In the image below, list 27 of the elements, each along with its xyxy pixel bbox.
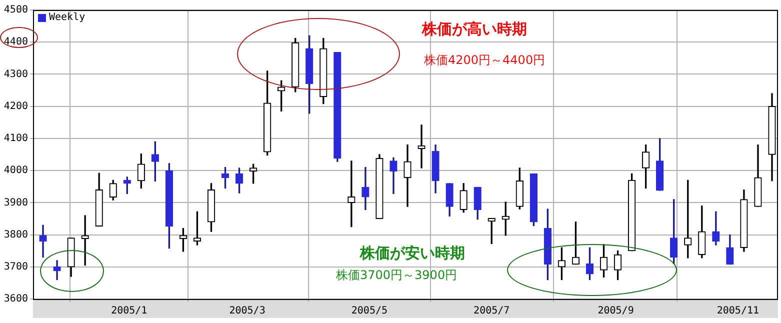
x-tick-label: 2005/3 (229, 306, 266, 317)
y-tick-label: 3800 (4, 229, 28, 240)
x-tick-label: 2005/5 (351, 306, 388, 317)
candlestick (53, 260, 61, 280)
y-tick-label: 4300 (4, 68, 28, 80)
y-tick-label: 4200 (4, 100, 28, 112)
x-tick-label: 2005/1 (111, 306, 148, 317)
annotation: 株価が安い時期 (360, 244, 465, 263)
y-tick-label: 4400 (4, 36, 28, 48)
y-tick-label: 4500 (4, 4, 28, 16)
y-tick-label: 3700 (4, 261, 28, 272)
y-tick-label: 4000 (4, 165, 28, 176)
candlestick (39, 224, 47, 258)
x-tick-label: 2005/7 (474, 306, 510, 317)
candlestick (362, 167, 370, 210)
candlestick (418, 124, 426, 168)
annotation: 株価4200円～4400円 (424, 52, 546, 69)
x-tick-label: 2005/9 (598, 306, 634, 317)
annotation: 株価3700円～3900円 (336, 267, 458, 284)
annotation: 株価が高い時期 (422, 20, 527, 39)
legend-label: Weekly (49, 12, 86, 23)
y-tick-label: 3600 (4, 294, 28, 305)
x-tick-label: 2005/11 (716, 306, 760, 317)
y-tick-label: 4100 (4, 133, 28, 144)
y-tick-label: 3900 (4, 197, 28, 208)
candlestick (81, 215, 89, 266)
candlestick (348, 160, 356, 228)
